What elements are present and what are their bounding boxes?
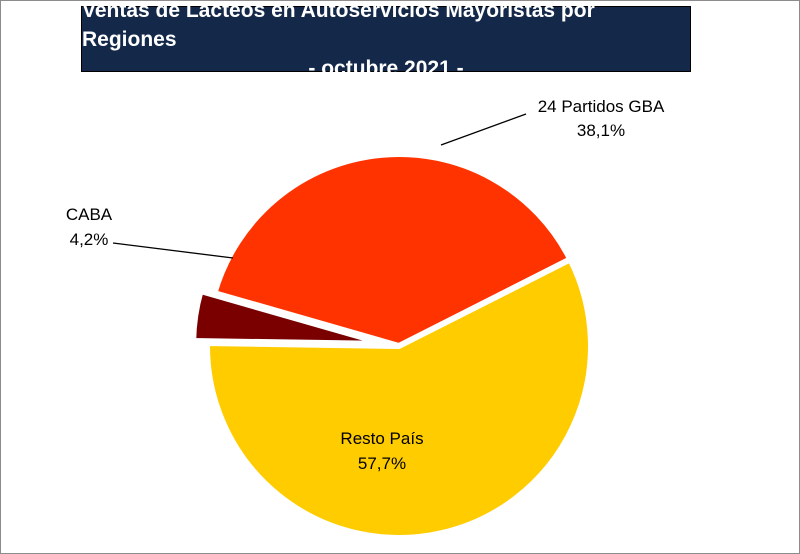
slice-value-label: 38,1% [577,121,625,140]
slice-value-label: 57,7% [358,454,406,473]
pie-slice-caba [190,287,386,347]
chart-subtitle: - octubre 2021 - [308,56,464,80]
pie-slice-24-partidos-gba [210,151,575,350]
slice-value-label: 4,2% [70,230,109,249]
chart-title: Ventas de Lácteos en Autoservicios Mayor… [82,0,595,51]
chart-title-box: Ventas de Lácteos en Autoservicios Mayor… [81,1,691,80]
leader-line [440,113,527,146]
slice-label: CABA [66,205,113,224]
slice-label: 24 Partidos GBA [538,97,665,116]
pie-slice-resto-pa-s [204,255,594,541]
leader-line [112,242,234,259]
slice-label: Resto País [340,429,423,448]
